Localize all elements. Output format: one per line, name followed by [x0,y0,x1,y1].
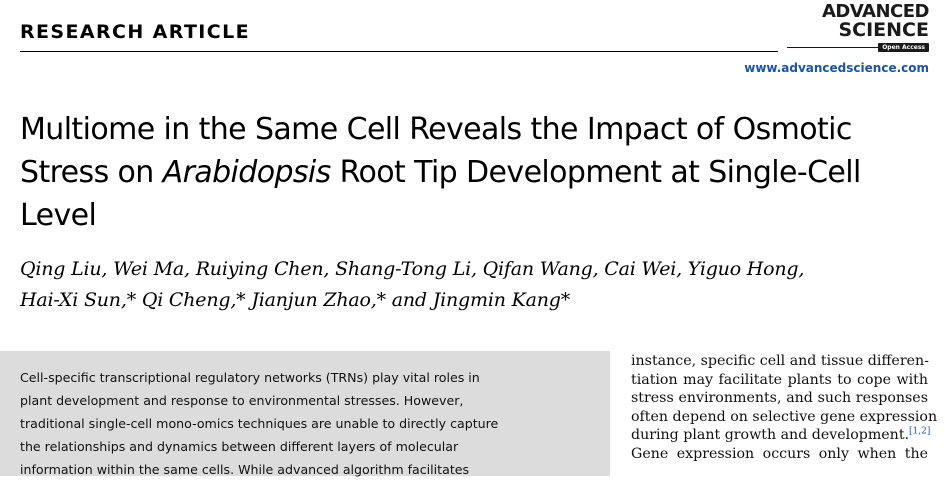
abstract-box [0,351,610,476]
article-title: Multiome in the Same Cell Reveals the Im… [20,108,925,237]
title-line-1: Multiome in the Same Cell Reveals the Im… [20,112,852,147]
body-line: Gene expression occurs only when the [631,445,928,462]
journal-logo-line2: SCIENCE [838,19,929,41]
abstract-line: the relationships and dynamics between d… [20,439,459,454]
title-line-2-end: Root Tip Development at Single-Cell [330,155,862,190]
authors-line-2: Hai-Xi Sun,* Qi Cheng,* Jianjun Zhao,* a… [20,289,571,311]
title-species-italic: Arabidopsis [162,155,332,190]
abstract-text: Cell-specific transcriptional regulatory… [20,366,605,481]
body-text-column: instance, specific cell and tissue diffe… [631,352,938,464]
journal-website-link[interactable]: www.advancedscience.com [744,61,929,75]
section-label: RESEARCH ARTICLE [20,21,251,43]
abstract-line: plant development and response to enviro… [20,393,464,408]
open-access-badge: Open Access [878,43,929,52]
body-line: stress environments, and such responses [631,390,928,407]
body-line: often depend on selective gene expressio… [631,408,938,425]
body-line-text: during plant growth and development. [631,427,910,444]
header-rule [20,51,778,52]
logo-rule [787,47,885,48]
citation-link[interactable]: [1,2] [909,426,931,437]
title-line-3: Level [20,198,97,233]
body-line: instance, specific cell and tissue diffe… [631,353,929,369]
authors-line-1: Qing Liu, Wei Ma, Ruiying Chen, Shang-To… [20,258,805,280]
journal-logo-line1: ADVANCED [821,1,930,22]
body-line: during plant growth and development.[1,2… [631,426,931,445]
author-list: Qing Liu, Wei Ma, Ruiying Chen, Shang-To… [20,254,925,316]
body-line: tiation may facilitate plants to cope wi… [631,371,928,388]
abstract-line: information within the same cells. While… [20,462,470,477]
abstract-line: traditional single-cell mono-omics techn… [20,416,499,431]
title-line-2-start: Stress on [20,155,163,190]
journal-logo[interactable]: ADVANCED SCIENCE Open Access [787,1,930,53]
abstract-line: Cell-specific transcriptional regulatory… [20,370,480,385]
